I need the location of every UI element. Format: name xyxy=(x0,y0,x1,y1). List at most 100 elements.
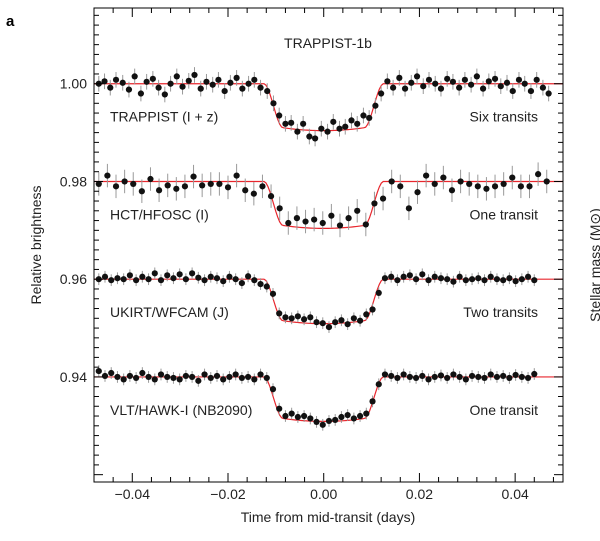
data-point xyxy=(157,371,165,378)
data-point xyxy=(400,371,407,378)
data-point xyxy=(137,90,144,97)
right-axis-label-fragment: Stellar mass (M⊙) xyxy=(587,208,600,322)
data-point xyxy=(344,321,351,328)
data-point xyxy=(354,207,361,214)
data-point xyxy=(406,272,413,279)
data-point xyxy=(164,182,171,189)
data-point xyxy=(319,320,326,327)
data-point xyxy=(190,173,197,180)
y-tick-label: 0.96 xyxy=(60,271,87,287)
data-point xyxy=(221,87,228,95)
data-point xyxy=(139,369,146,377)
data-point xyxy=(215,76,222,83)
y-tick-label: 0.94 xyxy=(60,369,87,385)
data-point xyxy=(545,90,552,97)
data-point xyxy=(408,79,415,86)
data-point xyxy=(282,120,289,127)
tick-labels: −0.04 −0.02 0.00 0.02 0.04 0.94 0.96 0.98 1.00 xyxy=(60,76,529,502)
data-point xyxy=(419,271,426,278)
data-point xyxy=(388,178,395,185)
data-point xyxy=(151,270,158,277)
data-point xyxy=(133,374,140,382)
data-point xyxy=(173,185,180,192)
data-point xyxy=(114,373,121,381)
data-point xyxy=(179,83,186,90)
data-point xyxy=(270,100,277,107)
data-point xyxy=(307,415,314,422)
data-point xyxy=(450,371,457,378)
data-point xyxy=(388,273,395,280)
data-point xyxy=(535,171,542,178)
data-point xyxy=(220,376,227,383)
data-point xyxy=(104,172,111,179)
data-point xyxy=(360,112,367,119)
data-point xyxy=(195,377,202,384)
data-point xyxy=(95,180,102,188)
data-point xyxy=(483,185,490,192)
y-tick-label: 1.00 xyxy=(60,76,87,92)
data-point xyxy=(232,371,239,378)
data-point xyxy=(149,75,156,82)
data-point xyxy=(491,183,499,190)
data-point xyxy=(412,374,420,382)
data-point xyxy=(207,273,214,280)
data-point xyxy=(419,372,426,380)
data-point xyxy=(282,314,289,321)
data-point xyxy=(506,275,513,282)
x-tick-label: −0.02 xyxy=(210,486,246,502)
data-point xyxy=(336,125,343,132)
x-tick-label: −0.04 xyxy=(115,486,151,502)
data-point xyxy=(131,73,138,80)
series-label-3: VLT/HAWK-I (NB2090) xyxy=(110,402,252,418)
data-point xyxy=(227,79,234,86)
data-point xyxy=(138,188,145,195)
data-point xyxy=(108,277,115,284)
data-point xyxy=(412,276,420,283)
data-point xyxy=(294,413,301,421)
data-point xyxy=(481,374,488,382)
data-point xyxy=(185,77,192,84)
data-point xyxy=(481,277,488,284)
data-point xyxy=(257,371,264,378)
data-point xyxy=(112,183,120,190)
data-point xyxy=(405,205,412,212)
data-point xyxy=(356,412,364,420)
data-point xyxy=(95,367,102,375)
data-point xyxy=(437,85,445,92)
data-point xyxy=(238,374,245,382)
data-point xyxy=(250,190,257,197)
data-point xyxy=(423,172,430,179)
data-point xyxy=(147,175,154,183)
data-point xyxy=(400,273,407,280)
data-point xyxy=(332,319,339,326)
data-point xyxy=(345,215,352,222)
data-point xyxy=(259,183,266,190)
data-point xyxy=(108,369,115,377)
data-point xyxy=(468,372,476,380)
data-point xyxy=(176,376,183,383)
data-point xyxy=(350,415,357,422)
data-point xyxy=(288,315,295,322)
data-point xyxy=(151,376,158,383)
data-point xyxy=(526,183,533,190)
data-point xyxy=(164,272,171,279)
data-point xyxy=(431,373,438,381)
data-point xyxy=(239,85,246,92)
data-point xyxy=(189,270,196,277)
data-point xyxy=(437,372,445,379)
panel-letter: a xyxy=(6,13,15,30)
data-point xyxy=(394,277,401,284)
data-point xyxy=(432,80,439,87)
data-point xyxy=(381,371,389,378)
data-point xyxy=(531,370,538,378)
data-point xyxy=(473,73,480,80)
data-point xyxy=(245,373,252,381)
data-point xyxy=(238,280,245,287)
data-point xyxy=(203,78,210,85)
data-point xyxy=(456,273,463,280)
data-point xyxy=(324,128,331,135)
data-point xyxy=(182,276,189,283)
data-point xyxy=(285,219,292,227)
series-label-1: HCT/HFOSC (I) xyxy=(110,206,209,222)
data-point xyxy=(251,76,258,83)
